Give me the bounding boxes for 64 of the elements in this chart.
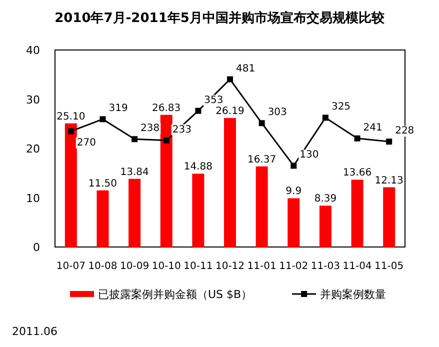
data-label: 319	[108, 103, 128, 114]
bar	[160, 114, 172, 247]
text: 2011.06	[12, 325, 58, 338]
data-label: 270	[76, 137, 96, 148]
data-label: 26.83	[152, 102, 181, 114]
data-label: 233	[172, 124, 192, 136]
point	[227, 76, 233, 82]
data-label: 13.84	[120, 166, 149, 178]
x-tick-label: 10-07	[56, 261, 86, 272]
bar	[192, 174, 204, 247]
point	[68, 128, 74, 134]
point	[258, 120, 265, 126]
bar	[64, 123, 77, 247]
legend-label: 并购案例数量	[320, 288, 386, 301]
x-tick-label: 10-08	[88, 261, 118, 272]
x-tick-label: 10-09	[120, 261, 150, 272]
point	[354, 135, 360, 142]
legend-label: 已披露案例并购金额（US $B）	[98, 288, 252, 301]
x-tick-label: 11-02	[279, 261, 308, 272]
data-label: 9.9	[286, 186, 302, 198]
data-label: 303	[268, 107, 287, 118]
x-tick-label: 11-04	[342, 261, 372, 272]
y-tick-label: 40	[26, 44, 40, 57]
data-label: 481	[236, 63, 256, 74]
data-label: 130	[300, 150, 319, 161]
y-tick-label: 0	[33, 241, 40, 254]
bar	[383, 187, 396, 247]
bar	[224, 118, 236, 247]
point	[290, 162, 297, 169]
point	[195, 108, 202, 114]
x-tick-label: 11-05	[374, 261, 404, 272]
data-label: 12.13	[374, 175, 404, 186]
data-label: 25.10	[56, 111, 86, 122]
bar	[128, 178, 141, 247]
bar	[256, 166, 268, 247]
bar	[288, 198, 300, 247]
bar	[351, 180, 364, 247]
y-tick-label: 10	[26, 192, 40, 205]
data-label: 228	[395, 126, 414, 137]
y-tick-label: 30	[26, 93, 40, 106]
x-tick-label: 10-12	[215, 261, 245, 272]
data-label: 11.50	[88, 178, 118, 190]
data-label: 16.37	[248, 154, 276, 166]
data-label: 325	[331, 102, 351, 113]
point	[132, 136, 138, 142]
data-label: 8.39	[314, 194, 337, 205]
point	[163, 137, 170, 144]
x-tick-label: 10-10	[152, 261, 181, 272]
bar	[96, 190, 109, 247]
y-tick-label: 20	[26, 142, 40, 156]
bar	[319, 206, 332, 247]
data-label: 14.88	[184, 162, 212, 173]
point	[386, 138, 392, 145]
x-tick-label: 11-03	[310, 261, 340, 272]
point	[322, 114, 328, 121]
x-tick-label: 10-11	[184, 261, 213, 272]
data-label: 353	[204, 94, 224, 106]
data-label: 13.66	[342, 168, 372, 179]
chart-title: 2010年7月-2011年5月中国并购市场宣布交易规模比较	[54, 10, 386, 26]
point	[100, 116, 106, 122]
data-label: 238	[140, 123, 160, 134]
data-label: 241	[363, 122, 382, 134]
data-label: 26.19	[216, 106, 244, 118]
x-tick-label: 11-01	[247, 261, 276, 272]
